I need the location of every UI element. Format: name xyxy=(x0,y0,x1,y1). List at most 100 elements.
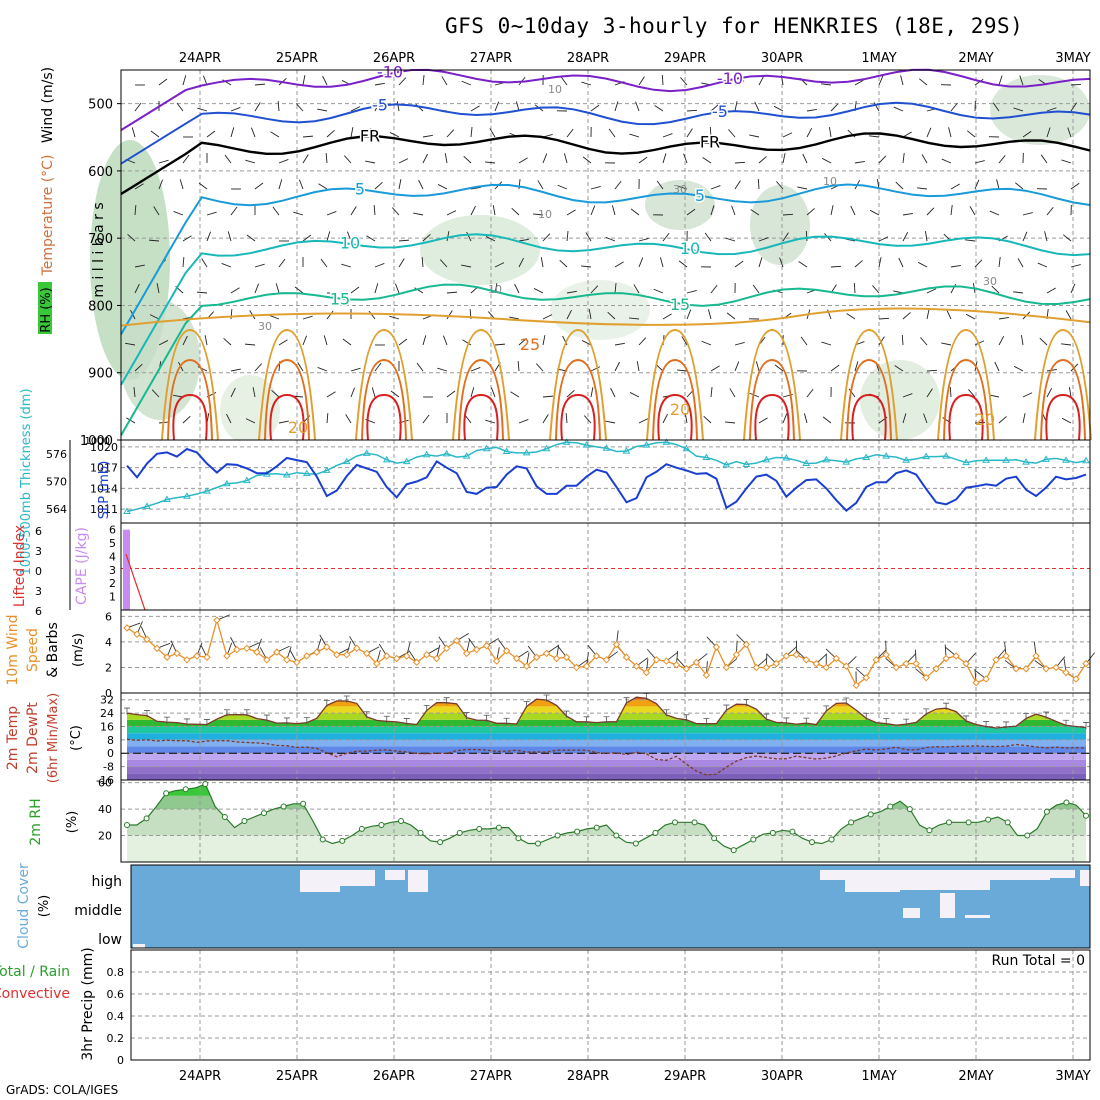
wind-barb xyxy=(230,387,236,398)
wind-barb xyxy=(998,257,1001,268)
wind-barb xyxy=(398,258,405,268)
wind-barb xyxy=(757,178,760,190)
wind-barb xyxy=(566,128,574,138)
rh-contour-label: 30 xyxy=(258,320,272,333)
warm-contour xyxy=(463,393,499,441)
warm-contour xyxy=(458,358,504,441)
wind-barb xyxy=(755,361,760,372)
wind-barb xyxy=(373,204,376,216)
wind-barb xyxy=(998,75,1003,86)
temp-contour-label: -5 xyxy=(712,102,728,121)
wind-barb xyxy=(470,366,481,372)
wind-barb xyxy=(822,416,832,424)
wind-barb xyxy=(278,420,289,424)
wind-barb xyxy=(731,205,736,216)
wind-speed-marker xyxy=(672,661,681,669)
rh-marker xyxy=(730,847,737,854)
wind-barb xyxy=(581,81,592,86)
wind-speed-marker xyxy=(492,657,501,665)
wind-barb xyxy=(726,312,736,320)
temp-tick-label: -8 xyxy=(103,761,114,774)
rh-marker xyxy=(378,821,385,828)
wind-barb xyxy=(196,291,208,294)
wind-barb xyxy=(134,102,142,112)
temp-contour-label: 15 xyxy=(330,289,350,308)
wind-barb xyxy=(350,286,360,294)
rh-marker xyxy=(535,840,541,847)
wind-barb xyxy=(342,338,352,346)
panel-bg xyxy=(121,440,1090,523)
wind-barb xyxy=(298,179,304,190)
wind-barb xyxy=(1070,264,1081,268)
minmax-marker xyxy=(523,700,530,709)
thickness-marker xyxy=(462,452,471,459)
wind-speed-marker xyxy=(982,675,990,683)
wind-barb xyxy=(1013,365,1024,372)
rh-marker xyxy=(182,786,189,793)
upper-air-panel: -10 -10 -5 -5 FR FR 5 5 10 10 15 15 20 25 20 20 10 30 10 30… xyxy=(38,61,1092,449)
wind-barb xyxy=(920,337,928,346)
cape-tick-label: 6 xyxy=(109,524,116,537)
wind-barb xyxy=(635,101,640,112)
wind-speed-marker xyxy=(882,650,890,659)
rh-shading xyxy=(120,300,200,420)
wind-barb xyxy=(535,363,544,372)
wind-barb xyxy=(848,388,856,398)
warm-contour xyxy=(743,328,801,441)
warm-contour xyxy=(366,393,402,441)
wind-barb xyxy=(758,156,767,164)
rh-marker xyxy=(691,819,698,826)
wind-barb xyxy=(294,286,304,294)
wind-barb xyxy=(148,239,160,242)
rh-shading xyxy=(860,360,940,440)
minmax-marker xyxy=(483,714,490,722)
cape-tick-label: 3 xyxy=(109,564,116,577)
cape-tick-label: 4 xyxy=(109,550,116,563)
warm-contour xyxy=(361,358,407,441)
wind-barb xyxy=(710,104,719,112)
wind-barb xyxy=(974,259,983,268)
wind-barb xyxy=(702,157,712,164)
thickness-marker xyxy=(342,457,351,465)
minmax-marker xyxy=(383,715,390,723)
temperature-axis-label: Temperature (°C) xyxy=(40,155,56,277)
wind-barb xyxy=(227,231,232,242)
warm-contour xyxy=(943,358,989,441)
wind-barb xyxy=(1070,84,1082,86)
minmax-axis-label: (6hr Min/Max) xyxy=(46,693,61,783)
wind-speed-marker xyxy=(632,662,641,670)
wind-barb xyxy=(542,414,549,424)
wind-barb xyxy=(703,415,712,424)
wind-barb xyxy=(439,259,448,268)
wind-barb xyxy=(204,335,208,346)
wind-barb xyxy=(470,127,473,138)
wind-barb xyxy=(974,160,985,164)
wind-barb xyxy=(830,265,842,268)
wind-speed-marker xyxy=(502,647,511,655)
footer-credit: GrADS: COLA/IGES xyxy=(6,1083,119,1097)
wind-speed-marker xyxy=(283,656,291,664)
wind-barb xyxy=(968,389,976,398)
wind-barb xyxy=(798,261,808,268)
wind-barb xyxy=(566,309,572,320)
wind-barb xyxy=(542,153,548,164)
wind-barb xyxy=(278,179,283,190)
wind-barb xyxy=(782,213,794,216)
wind-barb xyxy=(317,366,328,372)
precip-tick-label: 0.2 xyxy=(107,1032,125,1045)
wind-barb xyxy=(590,366,601,372)
thickness-marker xyxy=(722,460,731,468)
wind-barb xyxy=(629,392,640,398)
wind-barb xyxy=(446,129,455,138)
wind-barb xyxy=(805,230,808,242)
wind-barb xyxy=(254,283,260,294)
wind-barb xyxy=(686,289,697,294)
wind-barb xyxy=(1070,283,1076,294)
wind-barb xyxy=(485,161,496,164)
wind-barb xyxy=(278,158,289,164)
wind-barb xyxy=(272,206,280,216)
lifted-index-line xyxy=(125,553,146,611)
wind-barb xyxy=(270,131,280,138)
wind-barb xyxy=(322,75,328,86)
wind-barb xyxy=(511,207,520,216)
